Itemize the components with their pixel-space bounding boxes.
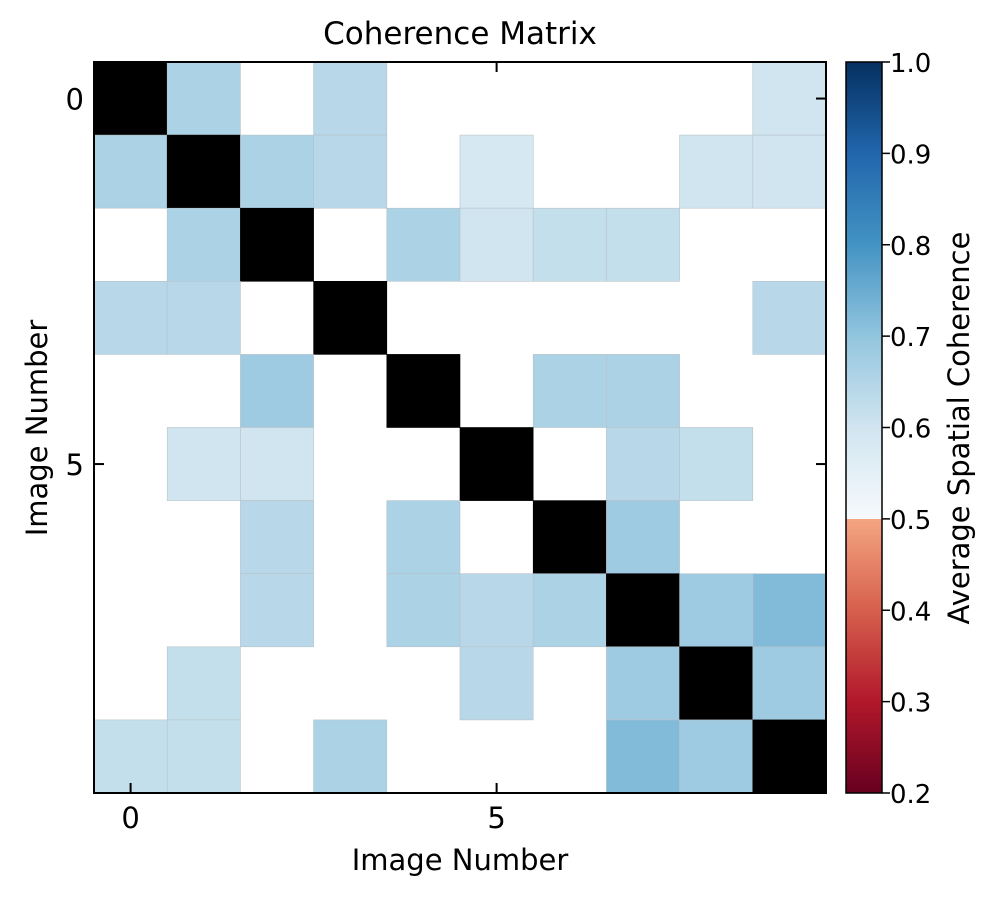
heatmap-cell-diagonal bbox=[93, 61, 168, 136]
heatmap-cell bbox=[606, 207, 680, 282]
heatmap-cell bbox=[93, 719, 168, 794]
heatmap-cell bbox=[679, 573, 754, 648]
heatmap-cell bbox=[240, 354, 314, 428]
x-tick-label: 5 bbox=[487, 801, 505, 835]
heatmap-cell bbox=[386, 500, 461, 575]
heatmap-cell bbox=[752, 134, 827, 209]
colorbar-ticks: 1.0 0.9 0.8 0.7 0.6 0.5 0.4 0.3 0.2 bbox=[882, 49, 931, 810]
heatmap-cell-diagonal bbox=[313, 280, 388, 355]
heatmap-cell-diagonal bbox=[459, 427, 534, 501]
colorbar-tick-label: 0.2 bbox=[890, 780, 931, 810]
heatmap-cell bbox=[166, 427, 241, 501]
heatmap-cell bbox=[532, 354, 607, 428]
axis-ticks: 0 5 0 5 bbox=[66, 62, 826, 835]
chart-title: Coherence Matrix bbox=[323, 16, 597, 52]
heatmap-cell bbox=[752, 61, 827, 136]
heatmap-cell bbox=[679, 719, 754, 794]
heatmap-cell bbox=[313, 61, 388, 136]
heatmap-cell bbox=[166, 646, 241, 721]
heatmap-cell bbox=[166, 280, 241, 355]
heatmap-cell bbox=[459, 134, 534, 209]
heatmap-cell bbox=[606, 427, 680, 501]
heatmap-cell bbox=[679, 134, 754, 209]
heatmap-cell bbox=[752, 573, 827, 648]
heatmap-cell bbox=[752, 280, 827, 355]
heatmap-cell-diagonal bbox=[166, 134, 241, 209]
heatmap-cell bbox=[532, 573, 607, 648]
heatmap-cell bbox=[459, 646, 534, 721]
heatmap-cell-diagonal bbox=[532, 500, 607, 575]
heatmap-cell-diagonal bbox=[240, 207, 314, 282]
heatmap-cell bbox=[752, 646, 827, 721]
heatmap-cell-diagonal bbox=[679, 646, 754, 721]
x-axis-label: Image Number bbox=[352, 843, 569, 877]
heatmap-cell bbox=[679, 427, 754, 501]
heatmap-cell bbox=[386, 207, 461, 282]
colorbar-tick-label: 0.9 bbox=[890, 140, 931, 170]
heatmap-cell bbox=[93, 134, 168, 209]
heatmap-cell bbox=[240, 427, 314, 501]
plot-frame bbox=[93, 61, 827, 794]
colorbar bbox=[845, 61, 883, 794]
heatmap-cell bbox=[532, 207, 607, 282]
colorbar-label: Average Spatial Coherence bbox=[942, 232, 976, 625]
heatmap-cell bbox=[606, 646, 680, 721]
heatmap-cell bbox=[606, 719, 680, 794]
colorbar-tick-label: 0.3 bbox=[890, 689, 931, 719]
y-tick-label: 0 bbox=[66, 83, 84, 117]
y-axis-label: Image Number bbox=[20, 320, 54, 537]
heatmap-cell bbox=[240, 573, 314, 648]
heatmap-cell bbox=[166, 207, 241, 282]
colorbar-tick-label: 0.5 bbox=[890, 506, 931, 536]
heatmap-cell bbox=[313, 134, 388, 209]
heatmap-cell-diagonal bbox=[606, 573, 680, 648]
colorbar-tick-label: 0.4 bbox=[890, 597, 931, 627]
heatmap-cells bbox=[93, 61, 827, 794]
heatmap-cell bbox=[386, 573, 461, 648]
heatmap-cell bbox=[459, 207, 534, 282]
heatmap-cell bbox=[93, 280, 168, 355]
x-tick-label: 0 bbox=[121, 801, 139, 835]
heatmap-cell bbox=[240, 134, 314, 209]
heatmap-cell bbox=[606, 500, 680, 575]
heatmap-cell bbox=[166, 61, 241, 136]
heatmap-cell bbox=[240, 500, 314, 575]
heatmap-cell-diagonal bbox=[752, 719, 827, 794]
heatmap-cell bbox=[166, 719, 241, 794]
heatmap-cell bbox=[606, 354, 680, 428]
colorbar-tick-label: 0.7 bbox=[890, 323, 931, 353]
y-tick-label: 5 bbox=[66, 448, 84, 482]
colorbar-tick-label: 0.6 bbox=[890, 415, 931, 445]
heatmap-cell bbox=[313, 719, 388, 794]
heatmap-cell-diagonal bbox=[386, 354, 461, 428]
colorbar-tick-label: 1.0 bbox=[890, 49, 931, 79]
colorbar-tick-label: 0.8 bbox=[890, 232, 931, 262]
heatmap-cell bbox=[459, 573, 534, 648]
